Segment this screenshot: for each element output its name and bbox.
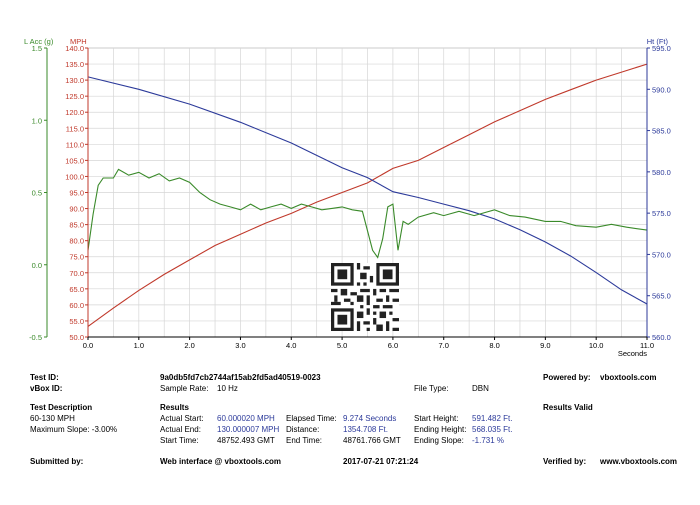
mph-tick-label: 85.0: [69, 221, 84, 230]
vbox-id-label: vBox ID:: [30, 384, 63, 393]
powered-by-value: vboxtools.com: [600, 373, 657, 382]
test-id-label: Test ID:: [30, 373, 59, 382]
x-tick-label: 0.0: [83, 341, 93, 350]
mph-tick-label: 80.0: [69, 237, 84, 246]
mph-tick-label: 65.0: [69, 285, 84, 294]
mph-tick-label: 135.0: [65, 60, 84, 69]
mph-tick-label: 140.0: [65, 44, 84, 53]
web-interface: Web interface @ vboxtools.com: [160, 457, 282, 466]
x-tick-label: 9.0: [540, 341, 550, 350]
sample-rate-value: 10 Hz: [217, 384, 238, 393]
submitted-by-label: Submitted by:: [30, 457, 84, 466]
acc-tick-label: -0.5: [29, 333, 42, 342]
ht-tick-label: 570.0: [652, 250, 671, 259]
acc-tick-label: 0.5: [32, 189, 42, 198]
axes: L Acc (g) MPH Ht (Ft) Seconds 1.5 1.0 0.5 0.0 -0…: [24, 37, 671, 358]
file-type-label: File Type:: [414, 384, 449, 393]
ending-slope-value: -1.731 %: [472, 436, 505, 445]
start-height-value: 591.482 Ft.: [472, 414, 513, 423]
qr-code-icon: [331, 263, 399, 331]
maximum-slope: Maximum Slope: -3.00%: [30, 425, 118, 434]
actual-start-value: 60.000020 MPH: [217, 414, 275, 423]
series-line-acc: [87, 168, 648, 259]
results-valid: Results Valid: [543, 403, 593, 412]
ht-tick-label: 565.0: [652, 292, 671, 301]
mph-tick-label: 105.0: [65, 156, 84, 165]
actual-start-label: Actual Start:: [160, 414, 204, 423]
distance-label: Distance:: [286, 425, 320, 434]
ht-tick-label: 585.0: [652, 127, 671, 136]
test-description: 60-130 MPH: [30, 414, 75, 423]
start-time-value: 48752.493 GMT: [217, 436, 275, 445]
acc-tick-label: 0.0: [32, 261, 42, 270]
end-time-value: 48761.766 GMT: [343, 436, 401, 445]
elapsed-time-label: Elapsed Time:: [286, 414, 337, 423]
sample-rate-label: Sample Rate:: [160, 384, 209, 393]
powered-by-label: Powered by:: [543, 373, 591, 382]
ending-height-value: 568.035 Ft.: [472, 425, 513, 434]
mph-tick-label: 120.0: [65, 108, 84, 117]
results-label: Results: [160, 403, 189, 412]
x-tick-label: 5.0: [337, 341, 347, 350]
ending-slope-label: Ending Slope:: [414, 436, 464, 445]
ht-tick-label: 590.0: [652, 85, 671, 94]
verified-by-value: www.vboxtools.com: [600, 457, 678, 466]
acc-tick-label: 1.5: [32, 44, 42, 53]
mph-tick-label: 130.0: [65, 76, 84, 85]
ht-tick-label: 595.0: [652, 44, 671, 53]
test-description-label: Test Description: [30, 403, 93, 412]
start-time-label: Start Time:: [160, 436, 199, 445]
x-tick-label: 6.0: [388, 341, 398, 350]
ht-axis-title: Ht (Ft): [647, 37, 669, 46]
file-type-value: DBN: [472, 384, 489, 393]
series-line-ht: [87, 76, 648, 305]
mph-tick-label: 110.0: [66, 140, 84, 149]
mph-tick-label: 75.0: [69, 253, 84, 262]
series-lines: [87, 63, 648, 327]
mph-tick-label: 60.0: [69, 301, 84, 310]
mph-tick-label: 115.0: [66, 124, 84, 133]
x-axis-title: Seconds: [618, 349, 647, 358]
ht-tick-label: 580.0: [652, 168, 671, 177]
actual-end-value: 130.000007 MPH: [217, 425, 280, 434]
x-tick-label: 10.0: [589, 341, 604, 350]
x-tick-label: 7.0: [439, 341, 449, 350]
mph-tick-label: 50.0: [69, 333, 84, 342]
verified-by-label: Verified by:: [543, 457, 587, 466]
actual-end-label: Actual End:: [160, 425, 201, 434]
ending-height-label: Ending Height:: [414, 425, 467, 434]
x-tick-label: 2.0: [184, 341, 194, 350]
acc-tick-label: 1.0: [32, 116, 42, 125]
mph-axis-title: MPH: [70, 37, 87, 46]
x-tick-label: 3.0: [235, 341, 245, 350]
mph-tick-label: 125.0: [65, 92, 84, 101]
end-time-label: End Time:: [286, 436, 323, 445]
mph-tick-label: 100.0: [65, 172, 84, 181]
ht-tick-label: 560.0: [652, 333, 671, 342]
x-tick-label: 11.0: [640, 341, 654, 350]
elapsed-time-value: 9.274 Seconds: [343, 414, 397, 423]
series-line-mph: [87, 63, 648, 327]
x-tick-label: 8.0: [489, 341, 499, 350]
mph-tick-label: 95.0: [69, 189, 84, 198]
x-tick-label: 4.0: [286, 341, 296, 350]
report-datetime: 2017-07-21 07:21:24: [343, 457, 419, 466]
mph-tick-label: 55.0: [69, 317, 84, 326]
distance-value: 1354.708 Ft.: [343, 425, 388, 434]
start-height-label: Start Height:: [414, 414, 459, 423]
x-tick-label: 1.0: [134, 341, 144, 350]
mph-tick-label: 70.0: [69, 269, 84, 278]
test-id-value: 9a0db5fd7cb2744af15ab2fd5ad40519-0023: [160, 373, 321, 382]
acc-axis-title: L Acc (g): [24, 37, 54, 46]
ht-tick-label: 575.0: [652, 209, 671, 218]
mph-tick-label: 90.0: [69, 205, 84, 214]
